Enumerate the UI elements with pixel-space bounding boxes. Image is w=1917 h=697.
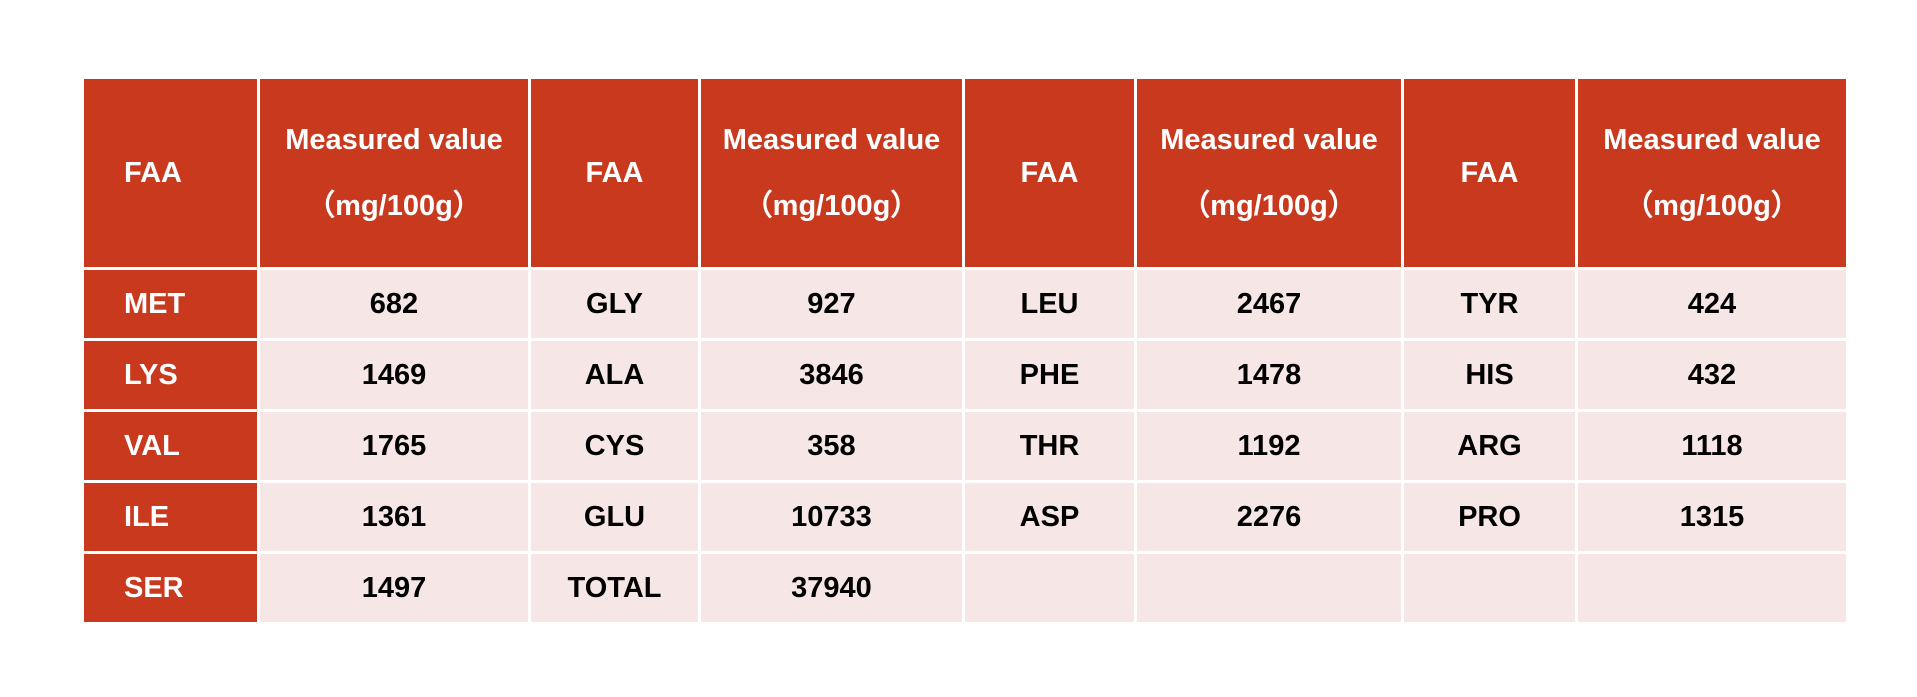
value-cell: 1478: [1134, 338, 1404, 412]
header-text: （mg/100g）: [743, 190, 920, 222]
amino-acid-cell: LEU: [962, 267, 1137, 341]
value-cell: 432: [1575, 338, 1849, 412]
value-cell: 2467: [1134, 267, 1404, 341]
value-cell: 682: [257, 267, 531, 341]
value-cell: 424: [1575, 267, 1849, 341]
header-text: （mg/100g）: [1181, 190, 1357, 222]
amino-acid-cell: SER: [81, 551, 260, 625]
value-cell: 3846: [698, 338, 965, 412]
value-cell: 1361: [257, 480, 531, 554]
value-cell: 1118: [1575, 409, 1849, 483]
amino-acid-cell: PRO: [1401, 480, 1578, 554]
header-cell: FAA: [962, 76, 1137, 270]
amino-acid-cell: ILE: [81, 480, 260, 554]
header-text: Measured value: [285, 124, 503, 156]
header-text: Measured value: [1160, 124, 1378, 156]
header-text: （mg/100g）: [306, 190, 482, 222]
header-cell: FAA: [528, 76, 701, 270]
body-row: ILE 1361 GLU 10733 ASP 2276 PRO 1315: [81, 480, 1849, 554]
amino-acid-cell: MET: [81, 267, 260, 341]
body-row: LYS 1469 ALA 3846 PHE 1478 HIS 432: [81, 338, 1849, 412]
amino-acid-cell: VAL: [81, 409, 260, 483]
header-cell: Measured value （mg/100g）: [257, 76, 531, 270]
header-cell: FAA: [81, 76, 260, 270]
amino-acid-cell: LYS: [81, 338, 260, 412]
amino-acid-cell: [962, 551, 1137, 625]
amino-acid-cell: TYR: [1401, 267, 1578, 341]
header-text: Measured value: [722, 124, 941, 156]
header-text: （mg/100g）: [1624, 190, 1800, 222]
body-row: MET 682 GLY 927 LEU 2467 TYR 424: [81, 267, 1849, 341]
header-cell: Measured value （mg/100g）: [698, 76, 965, 270]
body-row: SER 1497 TOTAL 37940: [81, 551, 1849, 625]
value-cell: 1765: [257, 409, 531, 483]
value-cell: 1315: [1575, 480, 1849, 554]
value-cell: 1497: [257, 551, 531, 625]
header-text: Measured value: [1603, 124, 1821, 156]
amino-acid-cell: CYS: [528, 409, 701, 483]
value-cell: 1469: [257, 338, 531, 412]
amino-acid-cell: PHE: [962, 338, 1137, 412]
body-row: VAL 1765 CYS 358 THR 1192 ARG 1118: [81, 409, 1849, 483]
value-cell: 37940: [698, 551, 965, 625]
amino-acid-cell: [1401, 551, 1578, 625]
header-cell: Measured value （mg/100g）: [1575, 76, 1849, 270]
amino-acid-cell: TOTAL: [528, 551, 701, 625]
value-cell: [1575, 551, 1849, 625]
value-cell: 1192: [1134, 409, 1404, 483]
header-cell: FAA: [1401, 76, 1578, 270]
amino-acid-cell: GLU: [528, 480, 701, 554]
amino-acid-cell: GLY: [528, 267, 701, 341]
value-cell: 10733: [698, 480, 965, 554]
value-cell: 2276: [1134, 480, 1404, 554]
value-cell: 927: [698, 267, 965, 341]
amino-acid-cell: THR: [962, 409, 1137, 483]
amino-acid-cell: ASP: [962, 480, 1137, 554]
amino-acid-cell: HIS: [1401, 338, 1578, 412]
value-cell: 358: [698, 409, 965, 483]
value-cell: [1134, 551, 1404, 625]
header-row: FAA Measured value （mg/100g） FAA Measured va…: [81, 76, 1849, 270]
amino-acid-cell: ARG: [1401, 409, 1578, 483]
amino-acid-cell: ALA: [528, 338, 701, 412]
header-cell: Measured value （mg/100g）: [1134, 76, 1404, 270]
faa-table: FAA Measured value （mg/100g） FAA Measured va…: [81, 76, 1849, 625]
